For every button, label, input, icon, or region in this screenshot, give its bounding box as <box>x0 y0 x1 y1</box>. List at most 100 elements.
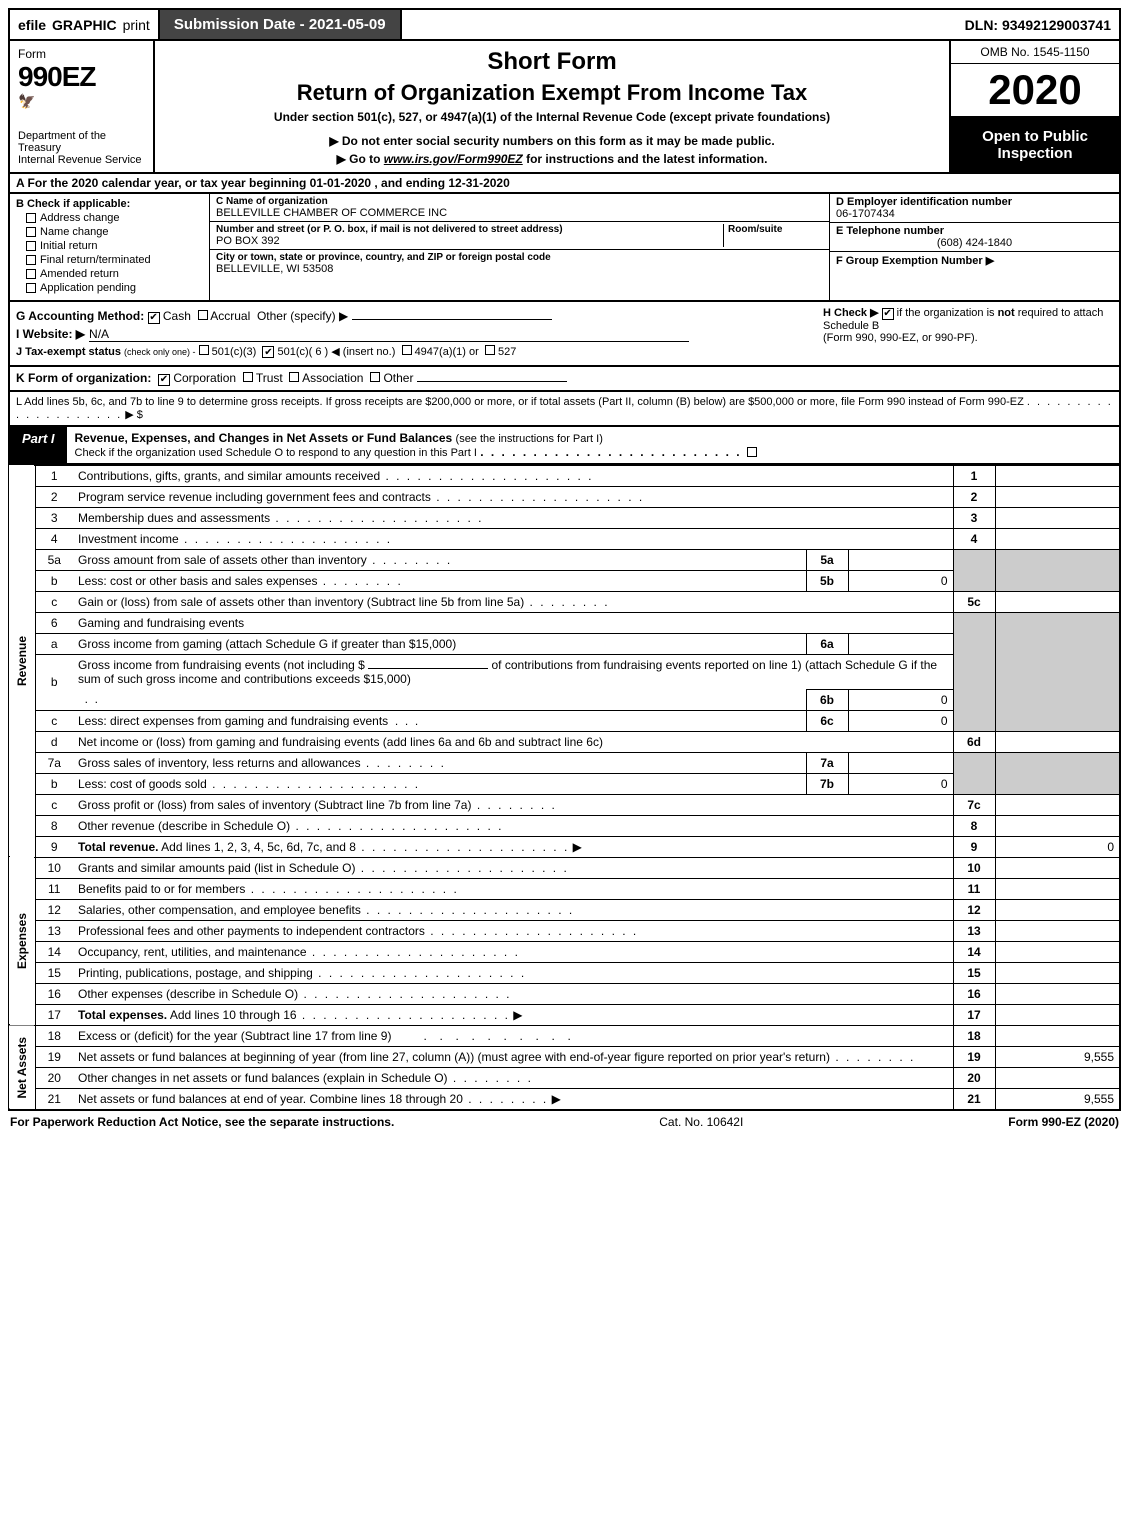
line-17-rest: Add lines 10 through 16 <box>167 1008 510 1022</box>
form-word: Form <box>18 47 145 61</box>
label-association: Association <box>302 371 363 385</box>
line-3-no: 3 <box>35 507 73 528</box>
checkbox-schedule-o[interactable] <box>747 447 757 457</box>
line-6b-no: b <box>35 654 73 710</box>
c-label: C Name of organization <box>216 196 823 207</box>
line-6c-desc: Less: direct expenses from gaming and fu… <box>78 714 388 728</box>
go-to-line: ▶ Go to www.irs.gov/Form990EZ for instru… <box>163 152 941 166</box>
line-6a-desc: Gross income from gaming (attach Schedul… <box>78 637 456 651</box>
short-form-title: Short Form <box>163 48 941 76</box>
checkbox-corporation[interactable]: ✔ <box>158 374 170 386</box>
line-15-desc: Printing, publications, postage, and shi… <box>78 966 526 980</box>
line-6c-dots: . . . <box>388 714 418 728</box>
g-label: G Accounting Method: <box>16 309 144 323</box>
checkbox-501c[interactable]: ✔ <box>262 346 274 358</box>
line-8-desc: Other revenue (describe in Schedule O) <box>78 819 503 833</box>
label-amended-return: Amended return <box>40 268 119 280</box>
line-6b-desc1: Gross income from fundraising events (no… <box>78 658 365 672</box>
other-method-input[interactable] <box>352 319 552 320</box>
line-3-val <box>995 507 1120 528</box>
e-label: E Telephone number <box>836 225 1113 237</box>
line-2-no: 2 <box>35 486 73 507</box>
print-link[interactable]: print <box>123 17 150 33</box>
line-18-val <box>995 1025 1120 1046</box>
line-13-totno: 13 <box>953 920 995 941</box>
line-18-dots: . . . . . . . . . . <box>391 1029 572 1043</box>
line-11-val <box>995 878 1120 899</box>
line-17-val <box>995 1004 1120 1025</box>
checkbox-application-pending[interactable] <box>26 283 36 293</box>
label-accrual: Accrual <box>210 309 250 323</box>
checkbox-cash[interactable]: ✔ <box>148 312 160 324</box>
line-7a-subno: 7a <box>806 752 848 773</box>
line-6c-no: c <box>35 710 73 731</box>
checkbox-name-change[interactable] <box>26 227 36 237</box>
irs-text: Internal Revenue Service <box>18 154 142 166</box>
line-7a-val <box>848 752 953 773</box>
room-label: Room/suite <box>728 224 823 235</box>
city-label: City or town, state or province, country… <box>216 252 823 263</box>
i-website: I Website: ▶ N/A <box>16 327 813 342</box>
checkbox-address-change[interactable] <box>26 213 36 223</box>
j-label: J Tax-exempt status <box>16 346 121 358</box>
go-to-post: for instructions and the latest informat… <box>523 152 768 166</box>
checkbox-501c3[interactable] <box>199 345 209 355</box>
line-6c-val: 0 <box>848 710 953 731</box>
line-11-no: 11 <box>35 878 73 899</box>
line-6d-no: d <box>35 731 73 752</box>
line-6b-dots: . . <box>78 692 98 706</box>
checkbox-schedule-b[interactable]: ✔ <box>882 308 894 320</box>
label-cash: Cash <box>163 309 191 323</box>
ssn-warning: ▶ Do not enter social security numbers o… <box>163 134 941 148</box>
checkbox-initial-return[interactable] <box>26 241 36 251</box>
h-not: not <box>998 307 1015 319</box>
line-6b-blank[interactable] <box>368 668 488 669</box>
line-20-totno: 20 <box>953 1067 995 1088</box>
line-7b-val: 0 <box>848 773 953 794</box>
irs-link[interactable]: www.irs.gov/Form990EZ <box>384 152 523 166</box>
meta-block: G Accounting Method: ✔ Cash Accrual Othe… <box>8 302 1121 367</box>
line-14-desc: Occupancy, rent, utilities, and maintena… <box>78 945 520 959</box>
checkbox-trust[interactable] <box>243 372 253 382</box>
vtab-net-assets: Net Assets <box>9 1025 35 1110</box>
checkbox-amended-return[interactable] <box>26 269 36 279</box>
line-12-totno: 12 <box>953 899 995 920</box>
page-footer: For Paperwork Reduction Act Notice, see … <box>8 1111 1121 1133</box>
label-name-change: Name change <box>40 226 109 238</box>
line-14-totno: 14 <box>953 941 995 962</box>
line-8-totno: 8 <box>953 815 995 836</box>
line-9-label: Total revenue. <box>78 840 158 854</box>
checkbox-4947[interactable] <box>402 345 412 355</box>
dept-treasury: Department of the Treasury Internal Reve… <box>18 130 145 166</box>
other-org-input[interactable] <box>417 381 567 382</box>
line-11-totno: 11 <box>953 878 995 899</box>
checkbox-other-org[interactable] <box>370 372 380 382</box>
checkbox-accrual[interactable] <box>198 310 208 320</box>
label-initial-return: Initial return <box>40 240 97 252</box>
line-6-desc: Gaming and fundraising events <box>78 616 244 630</box>
checkbox-association[interactable] <box>289 372 299 382</box>
efile-tag: efile GRAPHIC print <box>10 13 158 37</box>
f-label: F Group Exemption Number ▶ <box>836 254 1113 267</box>
addr-label: Number and street (or P. O. box, if mail… <box>216 224 723 235</box>
entity-block: B Check if applicable: Address change Na… <box>8 194 1121 302</box>
line-12-desc: Salaries, other compensation, and employ… <box>78 903 574 917</box>
footer-right: Form 990-EZ (2020) <box>1008 1115 1119 1129</box>
line-6d-val <box>995 731 1120 752</box>
org-name: BELLEVILLE CHAMBER OF COMMERCE INC <box>216 207 823 219</box>
org-city: BELLEVILLE, WI 53508 <box>216 263 823 275</box>
d-label: D Employer identification number <box>836 196 1113 208</box>
line-21-arrow: ▶ <box>552 1092 561 1106</box>
line-2-desc: Program service revenue including govern… <box>78 490 644 504</box>
label-other-method: Other (specify) ▶ <box>257 309 348 323</box>
line-13-no: 13 <box>35 920 73 941</box>
grey-5 <box>953 549 995 591</box>
line-5b-subno: 5b <box>806 570 848 591</box>
line-4-desc: Investment income <box>78 532 392 546</box>
line-5b-desc: Less: cost or other basis and sales expe… <box>78 574 403 588</box>
checkbox-527[interactable] <box>485 345 495 355</box>
j-tax-exempt: J Tax-exempt status (check only one) - 5… <box>16 345 813 359</box>
checkbox-final-return[interactable] <box>26 255 36 265</box>
label-527: 527 <box>498 346 516 358</box>
h-label: H Check ▶ <box>823 307 879 319</box>
